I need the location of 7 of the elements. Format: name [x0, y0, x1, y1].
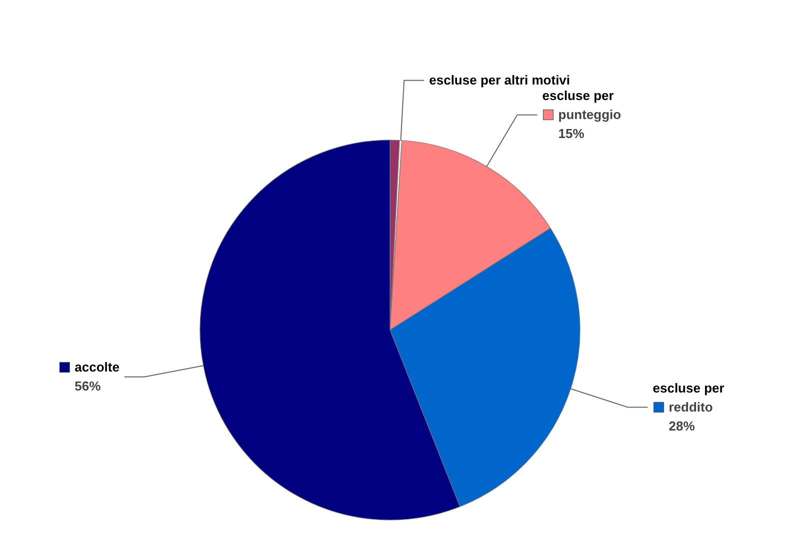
data-label: 15%: [558, 126, 585, 141]
legend-label: accolte: [74, 359, 120, 374]
slice-label: escluse per altri motivi: [429, 72, 570, 88]
data-label: 28%: [668, 418, 696, 434]
data-label: 56%: [74, 378, 102, 394]
slice-label: escluse per punteggio: [542, 88, 622, 122]
slice-label: escluse per reddito: [652, 380, 724, 414]
